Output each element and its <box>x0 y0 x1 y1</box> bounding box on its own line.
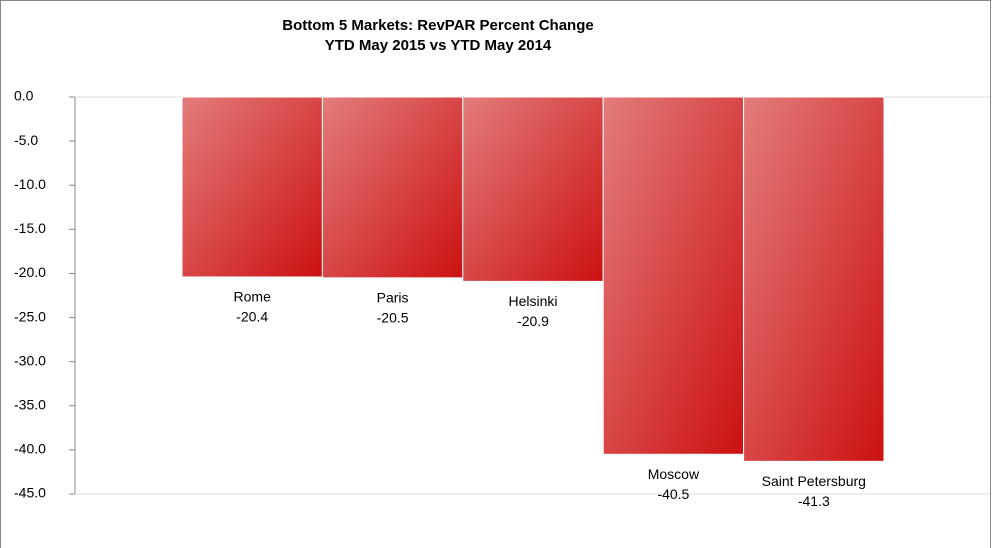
y-tick-label: -15.0 <box>14 220 46 236</box>
y-tick-label: -45.0 <box>14 485 46 501</box>
chart-subtitle: YTD May 2015 vs YTD May 2014 <box>325 37 552 54</box>
category-label: Paris <box>377 290 409 306</box>
data-label: -40.5 <box>657 486 689 502</box>
bar <box>602 96 745 455</box>
chart-title: Bottom 5 Markets: RevPAR Percent Change <box>282 17 593 34</box>
data-label: -41.3 <box>798 493 830 509</box>
y-tick-label: -5.0 <box>14 132 38 148</box>
category-label: Moscow <box>648 466 700 482</box>
y-tick-label: -35.0 <box>14 396 46 412</box>
bar <box>462 96 604 282</box>
data-label: -20.5 <box>377 310 409 326</box>
data-label: -20.9 <box>517 313 549 329</box>
bar <box>743 96 885 462</box>
category-label: Saint Petersburg <box>762 473 866 489</box>
bar <box>181 96 323 278</box>
data-label: -20.4 <box>236 309 268 325</box>
y-tick-label: 0.0 <box>14 88 34 104</box>
category-label: Rome <box>234 289 272 305</box>
y-tick-label: -10.0 <box>14 176 46 192</box>
bar <box>321 96 464 279</box>
y-tick-label: -25.0 <box>14 308 46 324</box>
category-label: Helsinki <box>508 293 557 309</box>
y-tick-label: -30.0 <box>14 352 46 368</box>
y-tick-label: -40.0 <box>14 441 46 457</box>
y-tick-label: -20.0 <box>14 264 46 280</box>
